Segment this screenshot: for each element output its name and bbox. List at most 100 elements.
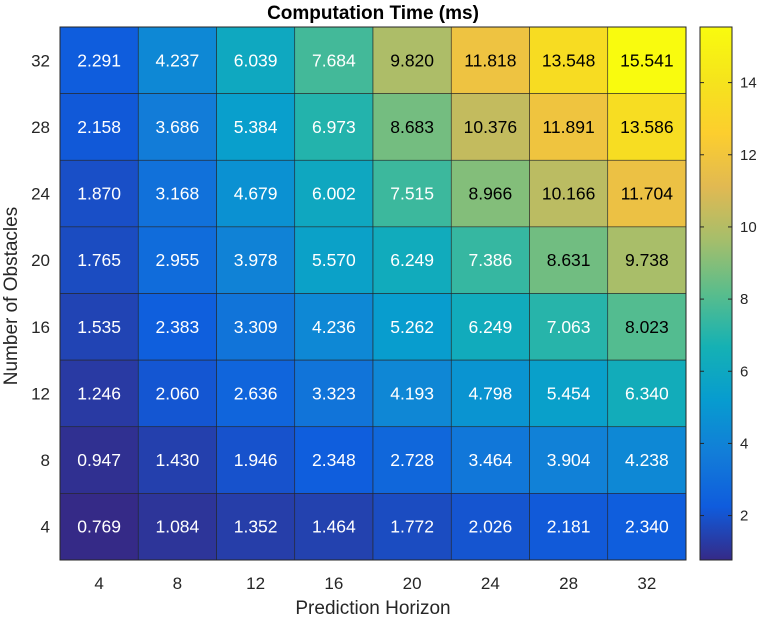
cell-value-label: 0.769 <box>77 517 121 537</box>
heatmap-cell <box>294 226 374 294</box>
heatmap-cell <box>216 359 296 428</box>
heatmap-cell <box>137 26 217 94</box>
heatmap-cell <box>450 26 530 94</box>
cell-value-label: 1.464 <box>312 517 356 537</box>
cell-value-label: 11.818 <box>464 50 516 70</box>
heatmap-cell <box>294 93 374 161</box>
colorbar: 2 4 6 8 10 12 14 <box>699 26 757 561</box>
cell-value-label: 3.168 <box>155 184 199 204</box>
y-tick-label: 24 <box>31 185 50 204</box>
cell-value-label: 7.515 <box>390 184 434 204</box>
heatmap-cell <box>137 93 217 161</box>
colorbar-tick-label: 4 <box>740 435 748 452</box>
cell-value-label: 8.966 <box>468 184 512 204</box>
heatmap-cell <box>450 293 530 361</box>
cell-value-label: 2.060 <box>155 383 199 403</box>
cell-value-label: 11.891 <box>543 117 595 137</box>
heatmap-cell <box>59 26 139 94</box>
heatmap-cell <box>372 293 452 361</box>
heatmap-cell <box>372 159 452 228</box>
cell-value-label: 6.340 <box>625 383 669 403</box>
cell-value-label: 1.535 <box>77 317 121 337</box>
y-tick-label: 16 <box>31 318 50 337</box>
cell-value-label: 8.023 <box>625 317 669 337</box>
heatmap-cell <box>529 159 609 228</box>
cell-value-label: 4.679 <box>234 184 278 204</box>
cell-value-label: 7.684 <box>312 50 356 70</box>
cell-value-label: 13.548 <box>542 50 596 70</box>
heatmap-cell <box>216 159 296 228</box>
cell-value-label: 11.704 <box>621 184 673 204</box>
x-tick-label: 32 <box>637 574 656 593</box>
cell-value-label: 1.946 <box>234 450 278 470</box>
heatmap-cell <box>137 159 217 228</box>
cell-value-label: 5.262 <box>390 317 434 337</box>
cell-value-label: 3.309 <box>234 317 278 337</box>
heatmap-cell <box>372 93 452 161</box>
heatmap-cell <box>216 226 296 294</box>
heatmap-cells: 2.291 4.237 6.039 7.684 9.820 11.818 13.548 15.… <box>59 26 687 561</box>
cell-value-label: 1.246 <box>77 383 121 403</box>
cell-value-label: 2.181 <box>547 517 591 537</box>
cell-value-label: 2.348 <box>312 450 356 470</box>
heatmap-cell <box>607 493 687 561</box>
cell-value-label: 0.947 <box>77 450 121 470</box>
colorbar-tick-label: 12 <box>740 147 757 164</box>
cell-value-label: 10.376 <box>464 117 518 137</box>
heatmap-cell <box>372 226 452 294</box>
x-axis-label: Prediction Horizon <box>295 598 450 619</box>
cell-value-label: 5.570 <box>312 250 356 270</box>
cell-value-label: 2.383 <box>155 317 199 337</box>
colorbar-tick-label: 6 <box>740 363 748 380</box>
cell-value-label: 2.158 <box>77 117 121 137</box>
cell-value-label: 6.249 <box>468 317 512 337</box>
cell-value-label: 6.249 <box>390 250 434 270</box>
colorbar-gradient <box>699 26 733 561</box>
heatmap-cell <box>137 359 217 428</box>
cell-value-label: 2.026 <box>468 517 512 537</box>
axis-ticks: 4 8 12 16 20 24 28 32 32 28 24 20 16 12 8 4 <box>31 51 656 593</box>
heatmap-cell <box>216 426 296 494</box>
heatmap-cell <box>450 426 530 494</box>
heatmap-cell <box>59 226 139 294</box>
cell-value-label: 6.002 <box>312 184 356 204</box>
heatmap-cell <box>450 359 530 428</box>
cell-value-label: 1.870 <box>77 184 121 204</box>
heatmap-cell <box>607 359 687 428</box>
heatmap-cell <box>216 493 296 561</box>
cell-value-label: 5.454 <box>547 383 591 403</box>
cell-value-label: 1.084 <box>155 517 199 537</box>
heatmap-cell <box>450 493 530 561</box>
x-tick-label: 20 <box>403 574 422 593</box>
cell-value-label: 4.236 <box>312 317 356 337</box>
heatmap-cell <box>529 426 609 494</box>
heatmap-cell <box>372 426 452 494</box>
heatmap-cell <box>607 293 687 361</box>
heatmap-cell <box>607 26 687 94</box>
heatmap-cell <box>529 93 609 161</box>
cell-value-label: 1.765 <box>77 250 121 270</box>
cell-value-label: 5.384 <box>234 117 278 137</box>
y-tick-label: 4 <box>41 518 50 537</box>
cell-value-label: 2.340 <box>625 517 669 537</box>
cell-value-label: 4.193 <box>390 383 434 403</box>
colorbar-tick-label: 8 <box>740 291 748 308</box>
cell-value-label: 3.464 <box>468 450 512 470</box>
x-tick-label: 4 <box>94 574 103 593</box>
y-tick-label: 28 <box>31 118 50 137</box>
cell-value-label: 7.386 <box>468 250 512 270</box>
heatmap-cell <box>450 93 530 161</box>
cell-value-label: 4.798 <box>468 383 512 403</box>
heatmap-cell <box>372 26 452 94</box>
cell-value-label: 1.772 <box>390 517 434 537</box>
heatmap-cell <box>137 426 217 494</box>
cell-value-label: 8.631 <box>547 250 591 270</box>
cell-value-label: 6.039 <box>234 50 278 70</box>
heatmap-cell <box>294 26 374 94</box>
heatmap-cell <box>450 159 530 228</box>
cell-value-label: 3.904 <box>547 450 591 470</box>
y-tick-label: 32 <box>31 51 50 70</box>
heatmap-cell <box>607 93 687 161</box>
heatmap-cell <box>372 359 452 428</box>
